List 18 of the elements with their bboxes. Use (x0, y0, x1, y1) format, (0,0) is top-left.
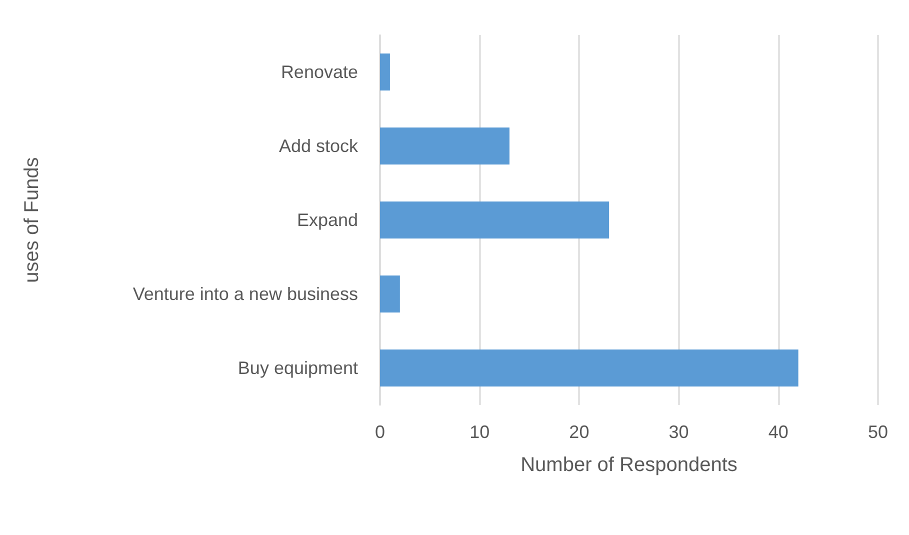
x-tick-label: 0 (374, 422, 386, 442)
y-axis-title: uses of Funds (21, 157, 43, 283)
y-tick-label: Venture into a new business (132, 284, 358, 304)
y-tick-label: Add stock (278, 136, 359, 156)
bar (380, 276, 400, 312)
x-tick-label: 50 (868, 422, 888, 442)
x-tick-label: 10 (470, 422, 490, 442)
x-tick-label: 40 (768, 422, 788, 442)
y-tick-label: Buy equipment (238, 358, 358, 378)
bar (380, 350, 798, 386)
x-tick-label: 20 (569, 422, 590, 442)
x-axis-title: Number of Respondents (520, 454, 738, 476)
y-tick-label: Expand (296, 210, 358, 230)
bar (380, 202, 610, 238)
bar (380, 128, 510, 164)
y-tick-label: Renovate (280, 62, 358, 82)
x-tick-label: 30 (668, 422, 689, 442)
bar (380, 54, 390, 90)
